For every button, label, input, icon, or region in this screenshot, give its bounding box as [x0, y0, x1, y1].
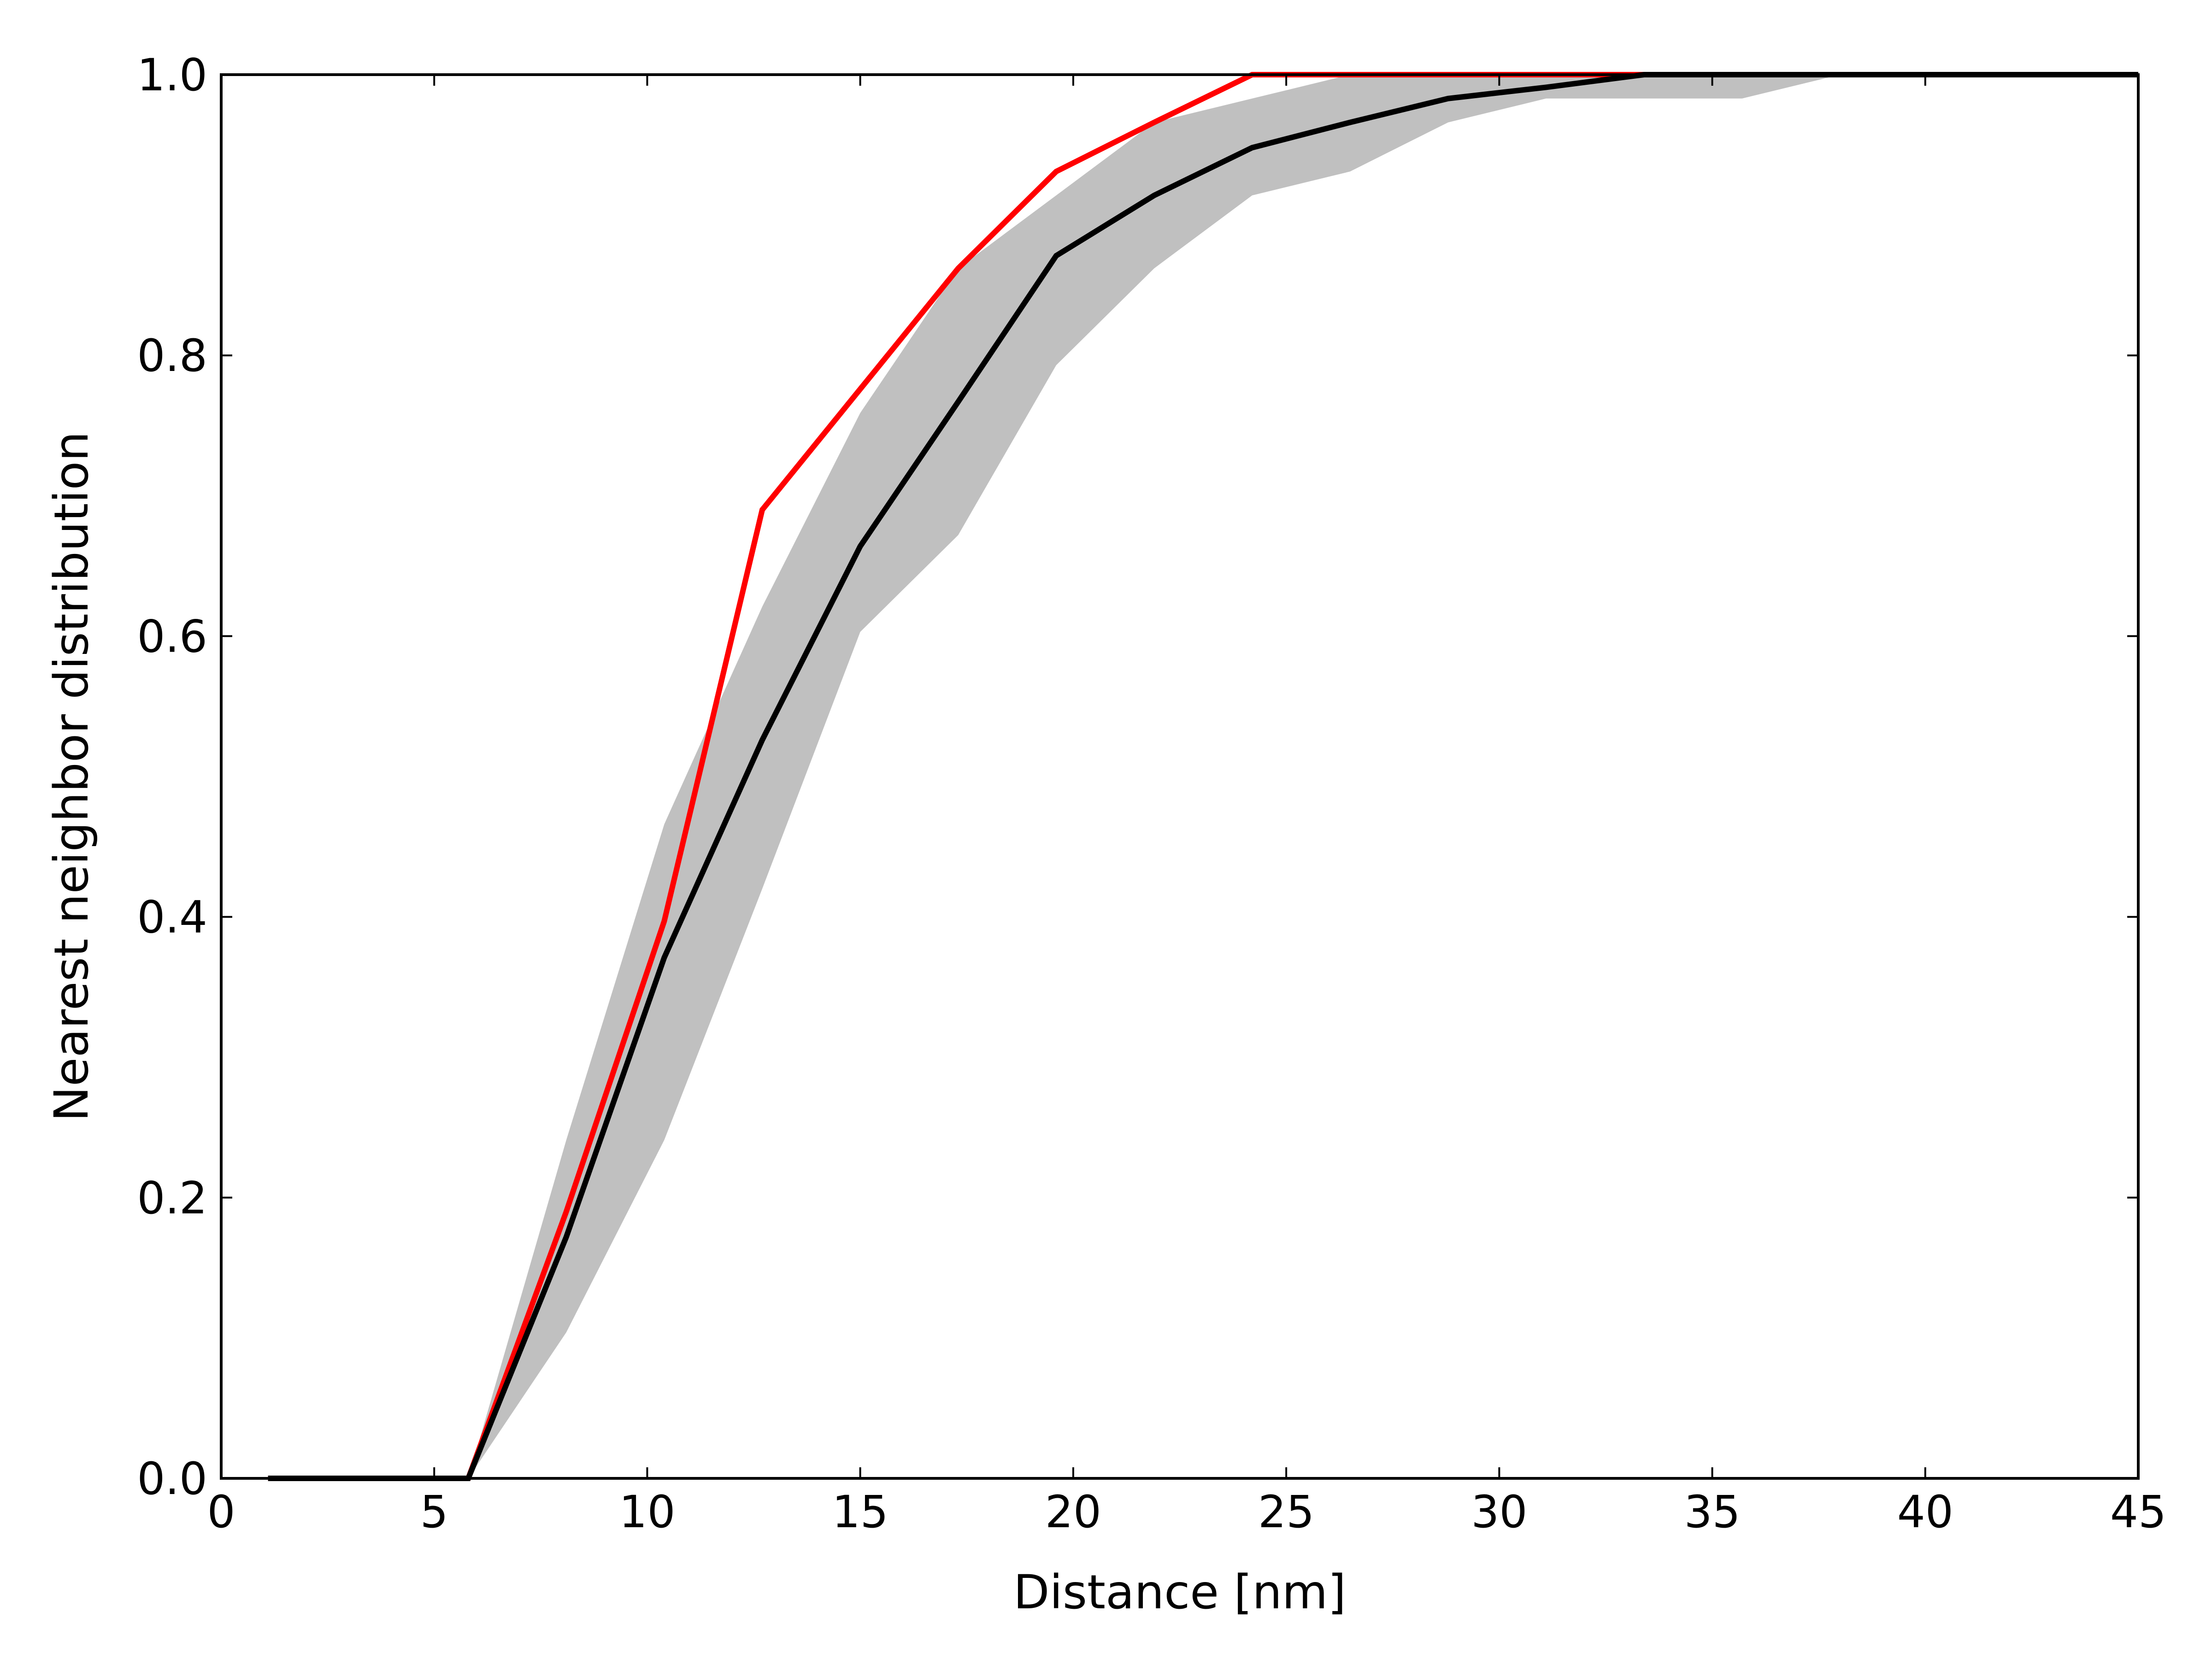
- y-tick-label: 0.0: [137, 1453, 207, 1505]
- y-tick-label: 0.8: [137, 330, 207, 382]
- x-tick-label: 45: [2110, 1486, 2166, 1538]
- y-tick-label: 0.2: [137, 1172, 207, 1224]
- series-line-1: [268, 72, 2138, 1481]
- y-tick-label: 0.4: [137, 892, 207, 943]
- confidence-band: [468, 75, 2139, 1478]
- series-line-2: [268, 72, 2138, 1481]
- x-tick-label: 0: [207, 1486, 235, 1538]
- y-tick-label: 1.0: [137, 49, 207, 101]
- y-tick-label: 0.6: [137, 611, 207, 662]
- confidence-band-layer: [468, 75, 2139, 1478]
- x-tick-label: 10: [619, 1486, 675, 1538]
- x-tick-label: 30: [1471, 1486, 1527, 1538]
- x-tick-label: 20: [1045, 1486, 1101, 1538]
- series-layer: [268, 72, 2138, 1481]
- x-tick-label: 15: [832, 1486, 888, 1538]
- y-axis-label: Nearest neighbor distribution: [44, 431, 99, 1121]
- x-tick-label: 35: [1684, 1486, 1740, 1538]
- tick-layer: 0 5 10 15 20 25 30 35 40 45 0.0 0.2 0.4 0.6 0.8 1.0: [137, 49, 2166, 1538]
- plot-frame: [220, 73, 2140, 1480]
- x-tick-label: 5: [420, 1486, 448, 1538]
- x-axis-label: Distance [nm]: [1013, 1565, 1346, 1620]
- x-tick-label: 40: [1897, 1486, 1953, 1538]
- x-tick-label: 25: [1258, 1486, 1314, 1538]
